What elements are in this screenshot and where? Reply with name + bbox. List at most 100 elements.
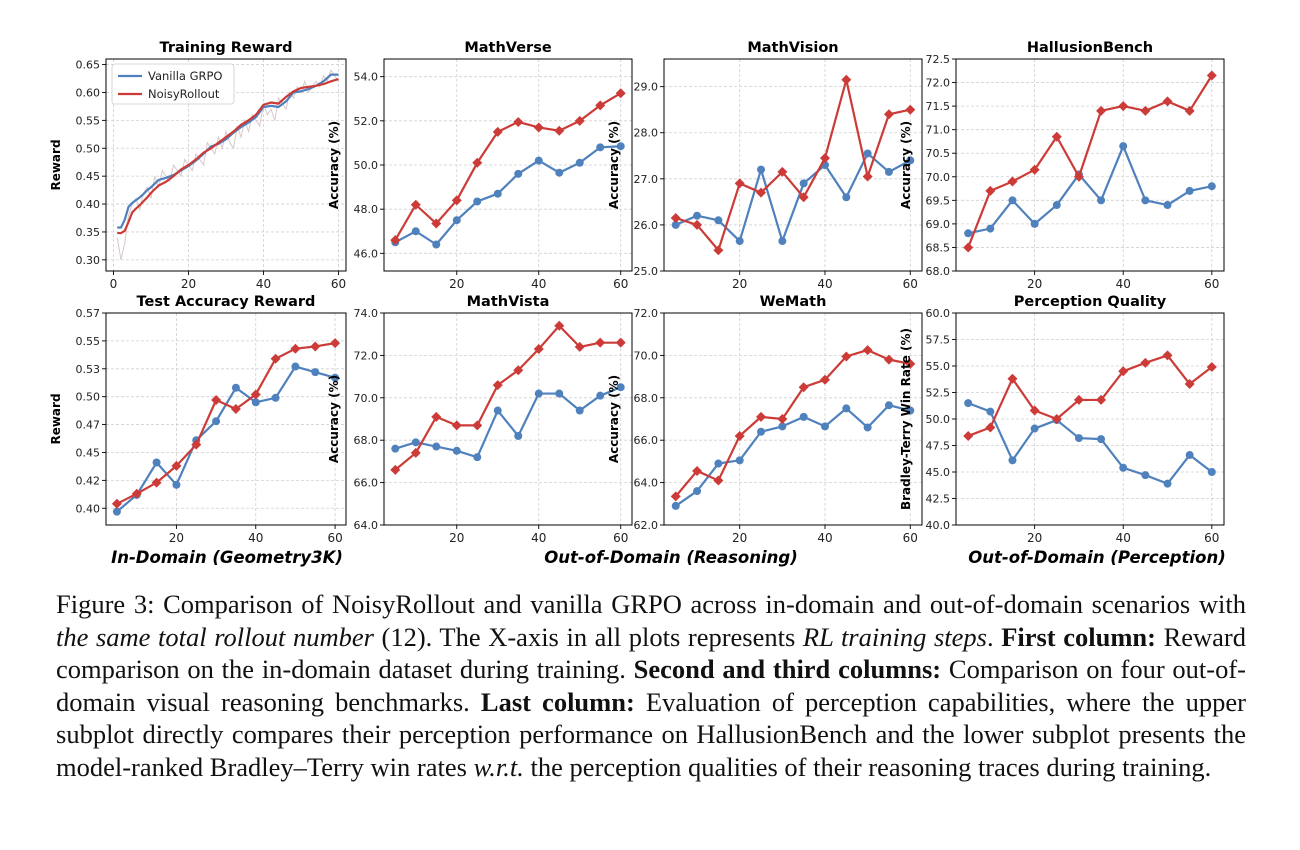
x-tick-label: 20 xyxy=(1027,531,1042,545)
data-point-noisyrollout xyxy=(1118,101,1129,112)
data-point-vanilla-grpo xyxy=(1030,219,1039,228)
y-tick-label: 0.30 xyxy=(76,254,101,267)
x-tick-label: 60 xyxy=(1204,277,1219,291)
caption-text: . xyxy=(986,621,1002,652)
data-point-noisyrollout xyxy=(1051,414,1062,424)
data-point-noisyrollout xyxy=(390,235,401,246)
data-point-noisyrollout xyxy=(883,354,894,365)
caption-text: Comparison on four out-of-domain visual … xyxy=(56,654,1246,717)
data-point-vanilla-grpo xyxy=(432,240,441,249)
y-tick-label: 70.0 xyxy=(354,392,379,405)
data-point-noisyrollout xyxy=(554,125,565,136)
data-point-noisyrollout xyxy=(1007,373,1018,384)
data-point-vanilla-grpo xyxy=(534,156,543,165)
x-tick-label: 60 xyxy=(903,531,918,545)
data-point-noisyrollout xyxy=(905,358,916,369)
data-point-vanilla-grpo xyxy=(757,427,766,436)
data-point-vanilla-grpo xyxy=(1097,196,1106,205)
data-point-vanilla-grpo xyxy=(291,362,300,371)
y-tick-label: 45.0 xyxy=(926,466,951,479)
data-point-noisyrollout xyxy=(1206,362,1217,373)
data-point-noisyrollout xyxy=(1029,405,1040,416)
x-tick-label: 40 xyxy=(256,277,271,291)
y-axis-label: Reward xyxy=(49,139,63,190)
legend-label-vanilla-grpo: Vanilla GRPO xyxy=(148,69,223,83)
y-tick-label: 70.0 xyxy=(926,171,951,184)
data-point-noisyrollout xyxy=(171,460,182,471)
data-point-noisyrollout xyxy=(734,178,745,189)
data-point-noisyrollout xyxy=(574,341,585,352)
data-point-vanilla-grpo xyxy=(799,412,808,421)
data-point-noisyrollout xyxy=(1073,171,1084,182)
data-point-noisyrollout xyxy=(595,337,606,348)
data-point-noisyrollout xyxy=(310,341,321,352)
data-point-noisyrollout xyxy=(798,382,809,393)
data-point-noisyrollout xyxy=(819,153,830,164)
y-tick-label: 0.55 xyxy=(76,114,101,127)
data-point-vanilla-grpo xyxy=(1163,479,1172,488)
x-tick-label: 20 xyxy=(181,277,196,291)
figure-panel: 0.30 0.35 0.40 0.45 0.50 0.55 0.60 0.65 0 20 40 60 T… xyxy=(49,40,1226,567)
data-point-vanilla-grpo xyxy=(1207,468,1216,476)
x-tick-label: 20 xyxy=(169,531,184,545)
data-point-vanilla-grpo xyxy=(778,237,787,246)
data-point-noisyrollout xyxy=(472,157,483,168)
chart-mathverse xyxy=(380,58,633,275)
chart-title: Perception Quality xyxy=(1014,294,1167,310)
chart-title: WeMath xyxy=(760,294,827,310)
x-tick-label: 60 xyxy=(327,531,342,545)
data-point-vanilla-grpo xyxy=(596,391,605,400)
data-point-noisyrollout xyxy=(756,411,767,422)
y-tick-label: 42.5 xyxy=(926,493,951,506)
data-point-vanilla-grpo xyxy=(1119,142,1128,151)
data-point-vanilla-grpo xyxy=(1030,424,1039,433)
data-point-vanilla-grpo xyxy=(778,422,787,431)
data-point-vanilla-grpo xyxy=(616,383,625,392)
data-point-vanilla-grpo xyxy=(411,438,420,447)
data-point-vanilla-grpo xyxy=(820,422,829,431)
data-point-vanilla-grpo xyxy=(799,179,808,188)
y-tick-label: 70.5 xyxy=(926,147,951,160)
y-tick-label: 27.0 xyxy=(634,173,659,186)
data-point-noisyrollout xyxy=(883,109,894,120)
y-tick-label: 68.0 xyxy=(634,392,659,405)
y-tick-label: 25.0 xyxy=(634,265,659,278)
caption-emphasis: the same total rollout number xyxy=(56,621,374,652)
chart-training-reward xyxy=(102,58,347,275)
data-point-noisyrollout xyxy=(1029,164,1040,175)
data-point-vanilla-grpo xyxy=(1185,451,1194,460)
y-tick-label: 72.0 xyxy=(634,307,659,320)
data-point-vanilla-grpo xyxy=(884,167,893,176)
data-point-vanilla-grpo xyxy=(964,229,973,238)
caption-text: Evaluation of perception capabilities, w… xyxy=(56,686,1246,782)
series-line-vanilla-grpo xyxy=(967,402,1213,485)
x-tick-label: 20 xyxy=(732,277,747,291)
data-point-vanilla-grpo xyxy=(514,431,523,440)
y-tick-label: 46.0 xyxy=(354,247,379,260)
caption-text: (12). The X-axis in all plots represents xyxy=(373,621,803,652)
data-point-vanilla-grpo xyxy=(493,189,502,198)
y-tick-label: 0.47 xyxy=(76,419,101,432)
y-tick-label: 57.5 xyxy=(926,334,951,347)
data-point-vanilla-grpo xyxy=(671,501,680,510)
data-point-noisyrollout xyxy=(290,343,301,354)
chart-wemath xyxy=(660,312,923,529)
group-label-ood-reasoning: Out-of-Domain (Reasoning) xyxy=(544,548,798,567)
data-point-noisyrollout xyxy=(1007,176,1018,187)
x-tick-label: 40 xyxy=(248,531,263,545)
caption-bold: Second and third columns: xyxy=(633,654,942,685)
y-tick-label: 26.0 xyxy=(634,219,659,232)
x-tick-label: 40 xyxy=(531,277,546,291)
x-tick-label: 20 xyxy=(449,277,464,291)
data-point-noisyrollout xyxy=(451,195,462,206)
y-tick-label: 74.0 xyxy=(354,307,379,320)
series-line-noisyrollout xyxy=(967,354,1213,437)
y-tick-label: 72.0 xyxy=(926,77,951,90)
data-point-noisyrollout xyxy=(985,185,996,196)
y-tick-label: 68.5 xyxy=(926,241,951,254)
y-tick-label: 50.0 xyxy=(926,413,951,426)
data-point-noisyrollout xyxy=(841,74,852,85)
data-point-vanilla-grpo xyxy=(964,399,973,408)
data-point-noisyrollout xyxy=(472,420,483,431)
data-point-vanilla-grpo xyxy=(473,453,482,462)
